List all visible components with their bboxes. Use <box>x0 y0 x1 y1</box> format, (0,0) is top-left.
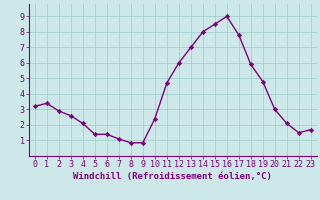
X-axis label: Windchill (Refroidissement éolien,°C): Windchill (Refroidissement éolien,°C) <box>73 172 272 181</box>
